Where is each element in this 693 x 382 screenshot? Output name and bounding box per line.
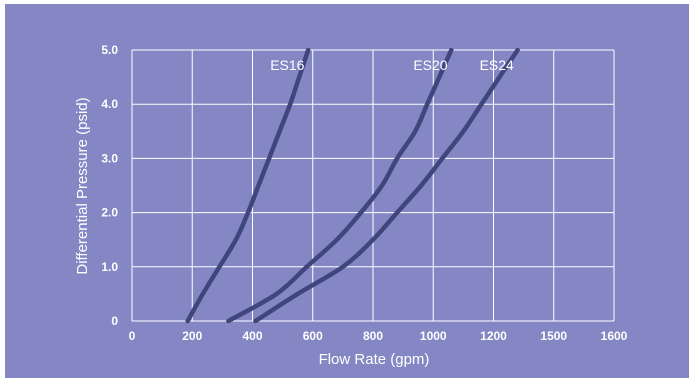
- x-tick-label: 200: [182, 329, 202, 343]
- x-tick-label: 400: [242, 329, 262, 343]
- x-axis-label: Flow Rate (gpm): [319, 351, 430, 368]
- y-tick-label: 3.0: [101, 151, 118, 165]
- chart-panel: [5, 4, 689, 378]
- chart-labels: 0 200 400 600 800 1000 1200 1500 1600 0 1.0 2.0 3.0 4…: [101, 43, 627, 343]
- y-tick-label: 4.0: [101, 97, 118, 111]
- x-tick-label: 600: [303, 329, 323, 343]
- x-tick-label: 1600: [601, 329, 628, 343]
- x-tick-label: 800: [363, 329, 383, 343]
- series-label-es20: ES20: [413, 57, 447, 73]
- series-line-es24: [253, 47, 520, 324]
- y-tick-label: 0: [111, 314, 118, 328]
- x-tick-label: 0: [129, 329, 136, 343]
- y-tick-label: 2.0: [101, 206, 118, 220]
- y-axis-label: Differential Pressure (psid): [74, 97, 91, 274]
- series-line-es16: [185, 47, 311, 324]
- x-tick-label: 1000: [420, 329, 447, 343]
- y-tick-label: 5.0: [101, 43, 118, 57]
- chart-grid: [131, 49, 615, 322]
- x-tick-label: 1200: [480, 329, 507, 343]
- chart-curves: [185, 47, 520, 324]
- y-tick-label: 1.0: [101, 260, 118, 274]
- series-label-es24: ES24: [480, 57, 514, 73]
- series-label-es16: ES16: [270, 57, 304, 73]
- series-line-es20: [226, 47, 454, 324]
- x-tick-label: 1500: [540, 329, 567, 343]
